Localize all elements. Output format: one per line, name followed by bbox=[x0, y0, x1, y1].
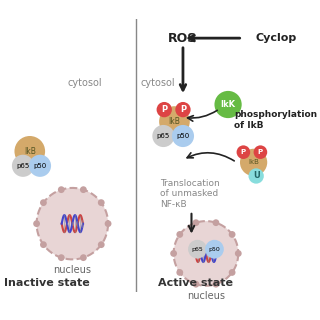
Circle shape bbox=[58, 186, 65, 193]
Text: p65: p65 bbox=[157, 133, 170, 139]
Text: P: P bbox=[258, 149, 263, 155]
Circle shape bbox=[249, 168, 264, 184]
Circle shape bbox=[156, 102, 172, 117]
Circle shape bbox=[229, 231, 236, 238]
Circle shape bbox=[152, 125, 174, 147]
Text: P: P bbox=[241, 149, 246, 155]
Text: nucleus: nucleus bbox=[187, 291, 225, 301]
Circle shape bbox=[254, 145, 267, 159]
Text: Inactive state: Inactive state bbox=[4, 278, 90, 288]
Circle shape bbox=[174, 221, 238, 286]
Text: Active state: Active state bbox=[158, 278, 233, 288]
Circle shape bbox=[58, 254, 65, 261]
Circle shape bbox=[229, 269, 236, 276]
Circle shape bbox=[193, 219, 199, 226]
Circle shape bbox=[172, 125, 194, 147]
Circle shape bbox=[29, 155, 51, 177]
Text: p65: p65 bbox=[192, 247, 203, 252]
Circle shape bbox=[40, 241, 47, 248]
Text: ROS: ROS bbox=[168, 32, 197, 44]
Circle shape bbox=[176, 231, 183, 238]
Circle shape bbox=[240, 149, 267, 176]
Text: IkB: IkB bbox=[248, 159, 259, 165]
Text: p50: p50 bbox=[33, 163, 47, 169]
Circle shape bbox=[236, 145, 250, 159]
Circle shape bbox=[188, 240, 207, 259]
Circle shape bbox=[80, 254, 87, 261]
Text: P: P bbox=[161, 105, 167, 114]
Text: IkB: IkB bbox=[24, 147, 36, 156]
Circle shape bbox=[36, 188, 108, 260]
Text: p50: p50 bbox=[176, 133, 189, 139]
Circle shape bbox=[205, 240, 224, 259]
Circle shape bbox=[12, 155, 34, 177]
Text: cytosol: cytosol bbox=[140, 78, 175, 88]
Circle shape bbox=[214, 91, 242, 118]
Circle shape bbox=[193, 281, 199, 288]
Circle shape bbox=[159, 106, 190, 137]
Text: Cyclop: Cyclop bbox=[255, 33, 297, 43]
Text: phosphorylation
of IkB: phosphorylation of IkB bbox=[234, 110, 317, 130]
Circle shape bbox=[14, 136, 45, 167]
Text: IkK: IkK bbox=[220, 100, 236, 109]
Text: p65: p65 bbox=[16, 163, 30, 169]
Text: IkB: IkB bbox=[169, 117, 180, 126]
Text: p50: p50 bbox=[209, 247, 220, 252]
Text: nucleus: nucleus bbox=[53, 266, 91, 276]
Circle shape bbox=[212, 219, 219, 226]
Circle shape bbox=[212, 281, 219, 288]
Circle shape bbox=[235, 250, 242, 257]
Text: P: P bbox=[180, 105, 186, 114]
Circle shape bbox=[98, 199, 105, 206]
Text: U: U bbox=[253, 172, 260, 180]
Text: Translocation
of unmasked
NF-κB: Translocation of unmasked NF-κB bbox=[160, 179, 220, 209]
Circle shape bbox=[98, 241, 105, 248]
Circle shape bbox=[33, 220, 40, 227]
Circle shape bbox=[176, 269, 183, 276]
Circle shape bbox=[175, 102, 191, 117]
Text: cytosol: cytosol bbox=[68, 78, 102, 88]
Circle shape bbox=[105, 220, 111, 227]
Circle shape bbox=[80, 186, 87, 193]
Circle shape bbox=[170, 250, 177, 257]
Circle shape bbox=[40, 199, 47, 206]
